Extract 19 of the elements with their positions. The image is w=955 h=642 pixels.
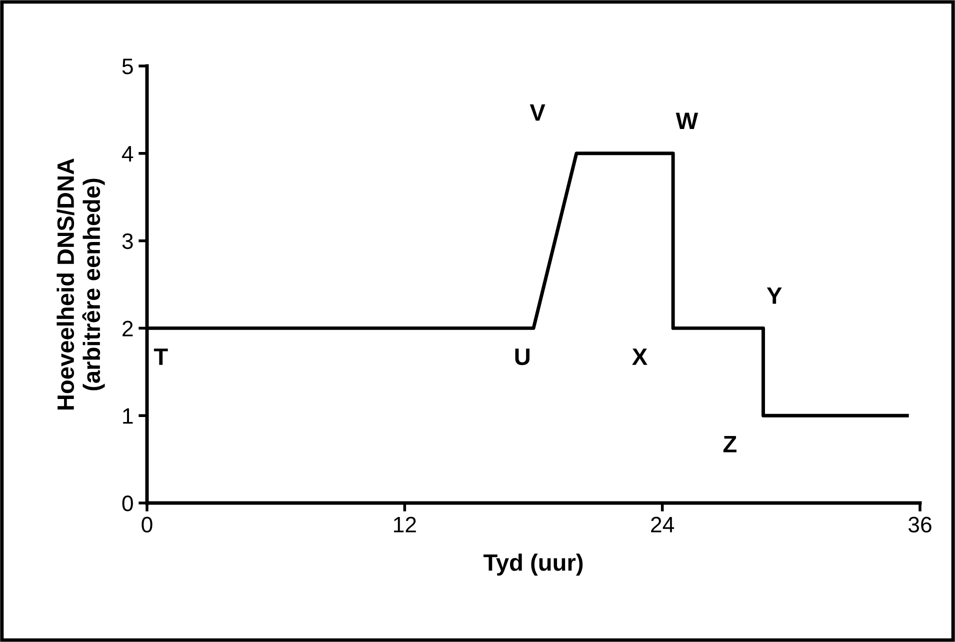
x-tick-label: 12 [394,516,416,532]
annotation: U [515,348,530,366]
annotation: T [154,348,168,365]
x-tick-label: 24 [651,516,674,532]
y-tick-label: 1 [123,408,133,424]
annotation: Z [723,436,736,452]
x-tick-label: 36 [908,516,932,533]
annotation: X [632,348,648,365]
y-axis-title: Hoeveelheid DNS/DNA (arbitrêre eenhede) [56,158,105,410]
y-tick-label: 2 [122,320,133,336]
annotation: V [530,104,546,121]
y-tick-label: 0 [122,496,133,512]
y-tick-label: 4 [122,146,134,162]
annotation: Y [766,288,782,304]
y-tick-label: 5 [122,58,133,74]
annotation: W [676,112,698,129]
x-tick-label: 0 [142,516,152,533]
y-tick-label: 3 [122,233,133,250]
x-axis-title: Tyd (uur) [483,554,583,576]
